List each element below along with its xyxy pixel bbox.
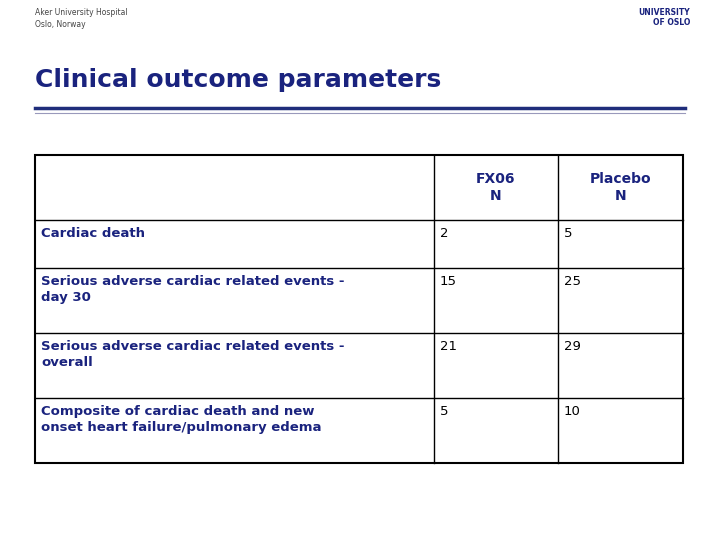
Text: 21: 21: [439, 340, 456, 353]
Text: 25: 25: [564, 275, 581, 288]
Text: 29: 29: [564, 340, 581, 353]
Text: 10: 10: [564, 405, 581, 418]
Text: Oslo, Norway: Oslo, Norway: [35, 20, 86, 29]
Text: Serious adverse cardiac related events -
day 30: Serious adverse cardiac related events -…: [41, 275, 344, 305]
Text: 2: 2: [439, 227, 448, 240]
Text: UNIVERSITY: UNIVERSITY: [639, 8, 690, 17]
Text: Composite of cardiac death and new
onset heart failure/pulmonary edema: Composite of cardiac death and new onset…: [41, 405, 322, 435]
Bar: [35, 155, 683, 463]
Text: Cardiac death: Cardiac death: [41, 227, 145, 240]
Text: FX06
N: FX06 N: [476, 172, 516, 203]
Text: 5: 5: [564, 227, 572, 240]
Text: OF OSLO: OF OSLO: [652, 18, 690, 27]
Text: Serious adverse cardiac related events -
overall: Serious adverse cardiac related events -…: [41, 340, 344, 369]
Text: 5: 5: [439, 405, 448, 418]
Text: Clinical outcome parameters: Clinical outcome parameters: [35, 68, 441, 92]
Text: Aker University Hospital: Aker University Hospital: [35, 8, 127, 17]
Text: Placebo
N: Placebo N: [590, 172, 652, 203]
Text: 15: 15: [439, 275, 456, 288]
